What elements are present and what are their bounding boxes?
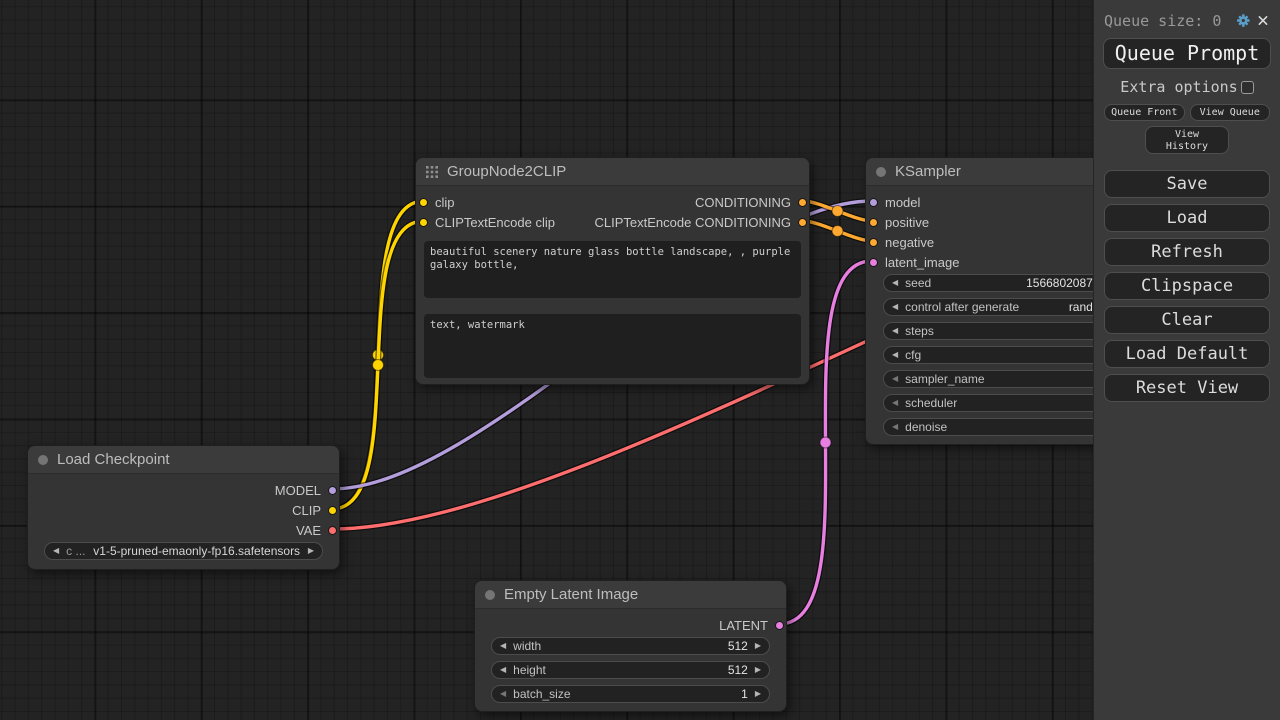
node-load-checkpoint[interactable]: Load Checkpoint MODEL CLIP VAE ◀ c ... v… bbox=[27, 445, 340, 570]
widget-label: steps bbox=[905, 324, 934, 338]
input-label: positive bbox=[885, 214, 930, 230]
load-button[interactable]: Load bbox=[1104, 204, 1270, 232]
collapse-dot-icon[interactable] bbox=[38, 454, 48, 465]
widget-value: 512 bbox=[727, 663, 748, 677]
output-slot-vae[interactable] bbox=[328, 525, 337, 535]
input-label: CLIPTextEncode clip bbox=[435, 214, 555, 230]
node-header[interactable]: Load Checkpoint bbox=[28, 446, 339, 474]
collapse-dot-icon[interactable] bbox=[876, 166, 886, 177]
queue-size-value: 0 bbox=[1212, 11, 1222, 30]
widget-value: 1566802087 bbox=[1026, 276, 1093, 290]
decrement-arrow-icon[interactable]: ◀ bbox=[500, 665, 507, 674]
node-header[interactable]: GroupNode2CLIP bbox=[416, 158, 809, 186]
widget-value: v1-5-pruned-emaonly-fp16.safetensors bbox=[93, 544, 301, 558]
output-label: LATENT bbox=[719, 617, 768, 633]
increment-arrow-icon[interactable]: ▶ bbox=[754, 689, 761, 698]
widget-value: 512 bbox=[727, 639, 748, 653]
output-slot-cliptextencode-conditioning[interactable] bbox=[798, 217, 807, 227]
output-slot-latent[interactable] bbox=[775, 620, 784, 630]
input-slot-positive[interactable] bbox=[869, 217, 878, 227]
view-history-line1: View bbox=[1174, 129, 1200, 140]
node-groupnode2clip[interactable]: GroupNode2CLIP clip CONDITIONING CLIPTex… bbox=[415, 157, 810, 385]
next-arrow-icon[interactable]: ▶ bbox=[307, 546, 314, 555]
negative-prompt-textarea[interactable]: text, watermark bbox=[424, 314, 801, 378]
input-slot-model[interactable] bbox=[869, 197, 878, 207]
output-label: MODEL bbox=[274, 482, 321, 498]
input-slot-clip[interactable] bbox=[419, 197, 428, 207]
output-label: VAE bbox=[295, 522, 321, 538]
widget-label: denoise bbox=[905, 420, 948, 434]
node-title: GroupNode2CLIP bbox=[447, 163, 567, 180]
comfy-menu: Queue size: 0 Queue Prompt Extra options bbox=[1093, 0, 1280, 720]
widget-value: 1 bbox=[741, 687, 748, 701]
clipspace-button[interactable]: Clipspace bbox=[1104, 272, 1270, 300]
group-node-grid-icon bbox=[426, 165, 438, 178]
decrement-arrow-icon[interactable]: ◀ bbox=[892, 278, 899, 287]
widget-label: control after generate bbox=[905, 300, 1020, 314]
node-header[interactable]: Empty Latent Image bbox=[475, 581, 786, 609]
decrement-arrow-icon[interactable]: ◀ bbox=[500, 689, 507, 698]
output-label: CLIP bbox=[292, 502, 321, 518]
decrement-arrow-icon[interactable]: ◀ bbox=[892, 302, 899, 311]
decrement-arrow-icon[interactable]: ◀ bbox=[892, 422, 899, 431]
widget-label: sampler_name bbox=[905, 372, 985, 386]
decrement-arrow-icon[interactable]: ◀ bbox=[892, 398, 899, 407]
widget-label: scheduler bbox=[905, 396, 958, 410]
previous-arrow-icon[interactable]: ◀ bbox=[53, 546, 60, 555]
queue-prompt-button[interactable]: Queue Prompt bbox=[1103, 38, 1271, 69]
decrement-arrow-icon[interactable]: ◀ bbox=[892, 326, 899, 335]
widget-width[interactable]: ◀ width 512 ▶ bbox=[491, 637, 770, 655]
widget-height[interactable]: ◀ height 512 ▶ bbox=[491, 661, 770, 679]
collapse-dot-icon[interactable] bbox=[485, 589, 495, 600]
queue-front-button[interactable]: Queue Front bbox=[1104, 104, 1185, 121]
widget-batch-size[interactable]: ◀ batch_size 1 ▶ bbox=[491, 685, 770, 703]
view-history-line2: History bbox=[1165, 141, 1209, 152]
output-slot-clip[interactable] bbox=[328, 505, 337, 515]
input-slot-cliptextencode-clip[interactable] bbox=[419, 217, 428, 227]
node-title: Empty Latent Image bbox=[504, 586, 639, 603]
node-title: Load Checkpoint bbox=[57, 451, 170, 468]
input-slot-latent-image[interactable] bbox=[869, 257, 878, 267]
view-queue-button[interactable]: View Queue bbox=[1189, 104, 1270, 121]
node-title: KSampler bbox=[895, 163, 961, 180]
input-label: model bbox=[885, 194, 921, 210]
input-label: negative bbox=[885, 234, 935, 250]
refresh-button[interactable]: Refresh bbox=[1104, 238, 1270, 266]
decrement-arrow-icon[interactable]: ◀ bbox=[892, 374, 899, 383]
queue-size-label: Queue size: 0 bbox=[1104, 11, 1222, 30]
extra-options-label: Extra options bbox=[1120, 78, 1238, 96]
input-label: clip bbox=[435, 194, 455, 210]
clear-button[interactable]: Clear bbox=[1104, 306, 1270, 334]
node-empty-latent-image[interactable]: Empty Latent Image LATENT ◀ width 512 ▶ … bbox=[474, 580, 787, 712]
reset-view-button[interactable]: Reset View bbox=[1104, 374, 1270, 402]
output-label: CONDITIONING bbox=[694, 194, 791, 210]
widget-label: batch_size bbox=[513, 687, 571, 701]
load-default-button[interactable]: Load Default bbox=[1104, 340, 1270, 368]
widget-ckpt-name[interactable]: ◀ c ... v1-5-pruned-emaonly-fp16.safeten… bbox=[44, 542, 323, 560]
widget-label: seed bbox=[905, 276, 932, 290]
output-slot-conditioning[interactable] bbox=[798, 197, 807, 207]
input-label: latent_image bbox=[885, 254, 960, 270]
widget-label: width bbox=[513, 639, 542, 653]
input-slot-negative[interactable] bbox=[869, 237, 878, 247]
settings-gear-icon[interactable] bbox=[1237, 11, 1251, 30]
widget-label: cfg bbox=[905, 348, 922, 362]
extra-options-checkbox[interactable] bbox=[1240, 80, 1254, 94]
widget-label: c ... bbox=[66, 544, 86, 558]
decrement-arrow-icon[interactable]: ◀ bbox=[500, 641, 507, 650]
widget-label: height bbox=[513, 663, 546, 677]
output-label: CLIPTextEncode CONDITIONING bbox=[594, 214, 792, 230]
save-button[interactable]: Save bbox=[1104, 170, 1270, 198]
close-icon[interactable] bbox=[1258, 13, 1268, 28]
decrement-arrow-icon[interactable]: ◀ bbox=[892, 350, 899, 359]
increment-arrow-icon[interactable]: ▶ bbox=[754, 665, 761, 674]
view-history-button[interactable]: View History bbox=[1145, 126, 1229, 154]
positive-prompt-textarea[interactable]: beautiful scenery nature glass bottle la… bbox=[424, 241, 801, 298]
output-slot-model[interactable] bbox=[328, 485, 337, 495]
increment-arrow-icon[interactable]: ▶ bbox=[754, 641, 761, 650]
